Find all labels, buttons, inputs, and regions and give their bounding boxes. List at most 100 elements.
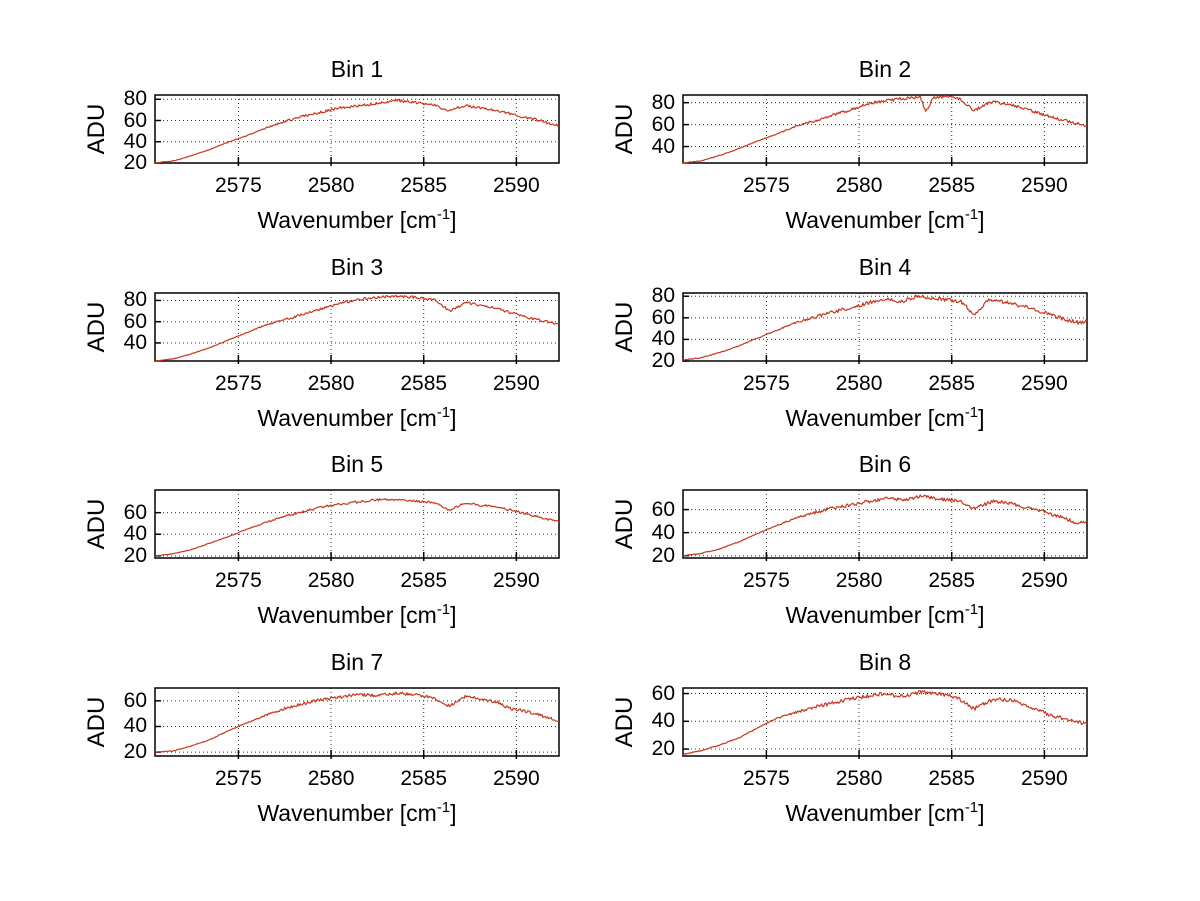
bin5-x-tick-label: 2585 [400,569,448,592]
bin7-y-tick-label: 60 [123,688,147,712]
bin3-title: Bin 3 [330,254,384,280]
bin7-spectrum-line [154,691,560,753]
x-axis-label-superscript: -1 [964,206,979,223]
bin4-spectrum-line [682,294,1088,361]
bin3-x-tick-label: 2580 [307,372,355,395]
bin5-spectrum-line [154,497,560,557]
bin6-x-tick-label: 2590 [1021,569,1068,592]
x-axis-label-superscript: -1 [964,601,979,618]
bin5-x-tick-label: 2580 [307,569,355,592]
x-axis-label-text: Wavenumber [cm [257,800,437,826]
bin7-plot-area [154,687,560,759]
bin6-x-tick-label: 2575 [743,569,790,592]
bin2-x-tick-label: 2580 [835,174,883,197]
bin6-plot-area [682,489,1088,561]
bin5-y-tick-label: 60 [123,500,147,524]
bin8-spectrum-line [682,689,1088,756]
x-axis-label-text: ] [450,405,457,431]
bin8-y-axis-label: ADU [611,696,638,748]
bin1-plot-area [154,94,560,166]
bin5-y-tick-label: 40 [123,522,147,546]
bin1-x-axis-label: Wavenumber [cm-1] [155,206,559,237]
x-axis-label-text: Wavenumber [cm [785,207,965,233]
bin8-x-tick-label: 2580 [835,767,883,790]
bin6-spectrum-line [682,494,1088,557]
bin5-y-axis-label: ADU [83,498,110,550]
bin1-x-tick-label: 2590 [493,174,540,197]
x-axis-label-text: ] [978,405,985,431]
bin3-x-tick-label: 2590 [493,372,540,395]
bin6-title: Bin 6 [858,451,912,477]
x-axis-label-text: ] [978,800,985,826]
bin3-x-tick-label: 2575 [215,372,262,395]
bin5-title: Bin 5 [330,451,384,477]
x-axis-label-superscript: -1 [964,404,979,421]
x-axis-label-superscript: -1 [436,206,451,223]
bin2-y-tick-label: 80 [651,90,675,114]
bin2-x-axis-label: Wavenumber [cm-1] [683,206,1087,237]
bin4-y-axis-label: ADU [611,301,638,353]
bin8-plot-area [682,687,1088,759]
bin1-spectrum-line [154,98,560,164]
bin1-x-tick-label: 2575 [215,174,262,197]
bin2-plot-area [682,94,1088,166]
bin4-x-tick-label: 2590 [1021,372,1068,395]
x-axis-label-text: ] [978,207,985,233]
bin6-axes-box [682,489,1088,559]
bin3-x-tick-label: 2585 [400,372,448,395]
bin2-y-axis-label: ADU [611,103,638,155]
bin4-x-tick-label: 2580 [835,372,883,395]
bin4-x-tick-label: 2585 [928,372,976,395]
bin1-y-axis-label: ADU [83,103,110,155]
bin2-y-tick-label: 60 [651,112,675,136]
x-axis-label-text: Wavenumber [cm [785,405,965,431]
bin6-x-axis-label: Wavenumber [cm-1] [683,601,1087,632]
bin8-x-tick-label: 2590 [1021,767,1068,790]
bin8-y-tick-label: 20 [651,737,675,761]
bin2-axes-box [682,94,1088,164]
bin3-spectrum-line [154,294,560,362]
bin3-y-tick-label: 40 [123,330,147,354]
bin8-x-tick-label: 2585 [928,767,976,790]
bin4-title: Bin 4 [858,254,912,280]
bin6-y-axis-label: ADU [611,498,638,550]
bin2-spectrum-line [682,94,1087,164]
bin4-plot-area [682,292,1088,364]
bin5-plot-area [154,489,560,561]
bin7-y-tick-label: 40 [123,714,147,738]
bin6-x-tick-label: 2580 [835,569,883,592]
bin4-y-tick-label: 80 [651,284,675,308]
bin1-title: Bin 1 [330,56,384,82]
bin4-x-axis-label: Wavenumber [cm-1] [683,404,1087,435]
bin7-x-tick-label: 2575 [215,767,262,790]
x-axis-label-text: ] [978,602,985,628]
bin6-y-tick-label: 20 [651,543,675,567]
bin3-axes-box [154,292,560,362]
bin2-x-tick-label: 2590 [1021,174,1068,197]
bin2-title: Bin 2 [858,56,912,82]
bin3-y-tick-label: 60 [123,309,147,333]
bin8-y-tick-label: 60 [651,681,675,705]
x-axis-label-superscript: -1 [436,601,451,618]
bin1-x-tick-label: 2585 [400,174,448,197]
bin4-y-tick-label: 20 [651,349,675,372]
bin7-y-tick-label: 20 [123,740,147,764]
bin1-y-tick-label: 40 [123,129,147,153]
bin8-y-tick-label: 40 [651,709,675,733]
bin5-x-axis-label: Wavenumber [cm-1] [155,601,559,632]
bin6-x-tick-label: 2585 [928,569,976,592]
bin8-x-axis-label: Wavenumber [cm-1] [683,799,1087,830]
bin6-y-tick-label: 60 [651,497,675,521]
bin8-title: Bin 8 [858,649,912,675]
bin7-y-axis-label: ADU [83,696,110,748]
bin3-y-axis-label: ADU [83,301,110,353]
bin7-x-tick-label: 2590 [493,767,540,790]
bin1-y-tick-label: 60 [123,108,147,132]
bin4-x-tick-label: 2575 [743,372,790,395]
x-axis-label-superscript: -1 [436,404,451,421]
bin7-title: Bin 7 [330,649,384,675]
bin3-x-axis-label: Wavenumber [cm-1] [155,404,559,435]
bin1-y-tick-label: 20 [123,151,147,174]
bin5-axes-box [154,489,560,559]
x-axis-label-text: ] [450,207,457,233]
